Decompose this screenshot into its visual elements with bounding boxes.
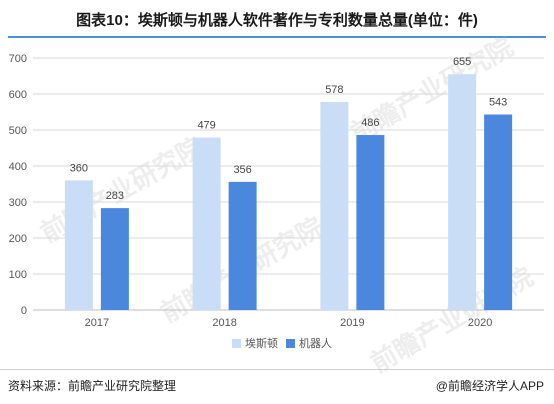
bar <box>228 181 257 310</box>
data-label: 655 <box>453 56 471 68</box>
data-label: 578 <box>325 84 343 96</box>
bar <box>484 114 513 311</box>
bar-chart: 0 100 200 300 400 500 600 700 2017 360 283 2018 479 3… <box>9 53 544 350</box>
bar <box>356 135 385 310</box>
title-divider <box>8 36 546 38</box>
x-tick-label: 2019 <box>340 317 364 329</box>
legend-swatch <box>232 339 241 348</box>
data-label: 479 <box>197 120 215 132</box>
x-tick-label: 2018 <box>212 317 236 329</box>
x-tick-label: 2020 <box>468 317 492 329</box>
data-label: 283 <box>106 190 124 202</box>
footer-divider <box>0 369 554 370</box>
data-label: 360 <box>70 162 88 174</box>
y-tick-label: 300 <box>9 197 27 209</box>
y-tick-label: 200 <box>9 233 27 245</box>
x-tick-label: 2017 <box>85 317 109 329</box>
chart-title: 图表10：埃斯顿与机器人软件著作与专利数量总量(单位：件) <box>76 12 478 29</box>
data-label: 356 <box>233 164 251 176</box>
y-tick-label: 500 <box>9 125 27 137</box>
source-note: 资料来源：前瞻产业研究院整理 <box>8 379 177 393</box>
legend-label: 埃斯顿 <box>245 336 278 350</box>
legend-label: 机器人 <box>299 336 332 350</box>
y-tick-label: 0 <box>21 305 27 317</box>
bar <box>320 101 349 310</box>
legend-swatch <box>286 339 295 348</box>
data-label: 486 <box>361 117 379 129</box>
y-tick-label: 700 <box>9 53 27 65</box>
y-tick-label: 100 <box>9 269 27 281</box>
data-label: 543 <box>489 97 507 109</box>
bar <box>192 137 221 310</box>
y-tick-label: 400 <box>9 161 27 173</box>
bar <box>64 180 93 310</box>
bar <box>100 208 129 310</box>
brand-credit: @前瞻经济学人APP <box>435 379 544 393</box>
bar <box>448 74 477 310</box>
y-tick-label: 600 <box>9 89 27 101</box>
